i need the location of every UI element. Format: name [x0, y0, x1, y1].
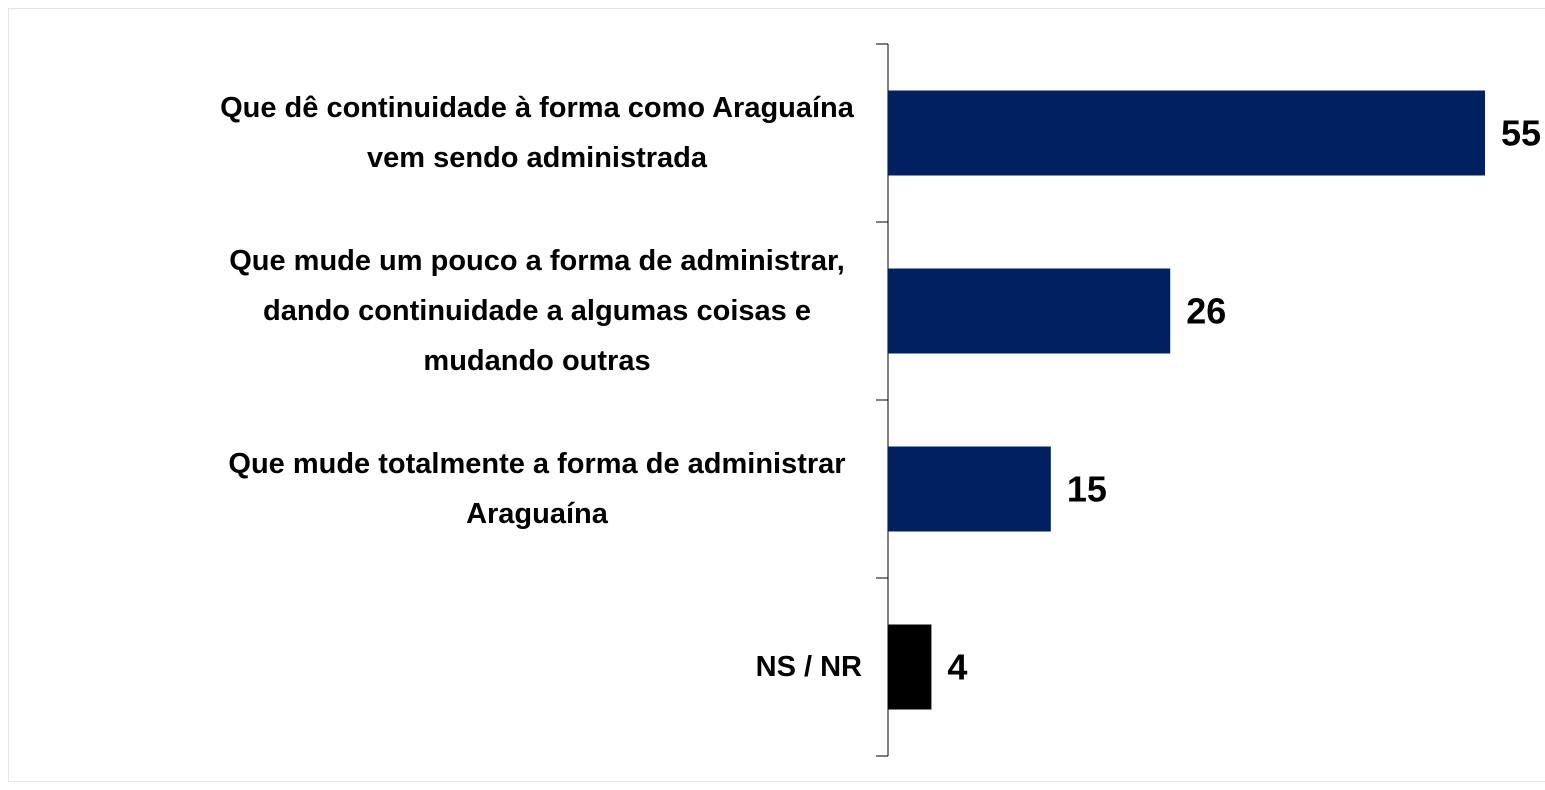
frame — [8, 8, 1545, 782]
category-label-box: Que mude um pouco a forma de administrar… — [212, 222, 862, 400]
bar — [888, 624, 932, 710]
category-label: Que mude um pouco a forma de administrar… — [229, 245, 845, 377]
value-label: 55 — [1501, 113, 1541, 154]
category-label-box: NS / NR — [212, 578, 862, 756]
category-label: Que dê continuidade à forma como Araguaí… — [220, 92, 854, 174]
category-label: Que mude totalmente a forma de administr… — [228, 448, 846, 530]
value-label: 15 — [1067, 469, 1107, 510]
category-label-box: Que dê continuidade à forma como Araguaí… — [212, 44, 862, 222]
bar — [888, 90, 1485, 176]
category-label-box: Que mude totalmente a forma de administr… — [212, 400, 862, 578]
bar — [888, 446, 1051, 532]
value-label: 26 — [1186, 291, 1226, 332]
category-label: NS / NR — [755, 651, 862, 683]
bar — [888, 268, 1171, 354]
value-label: 4 — [947, 647, 967, 688]
